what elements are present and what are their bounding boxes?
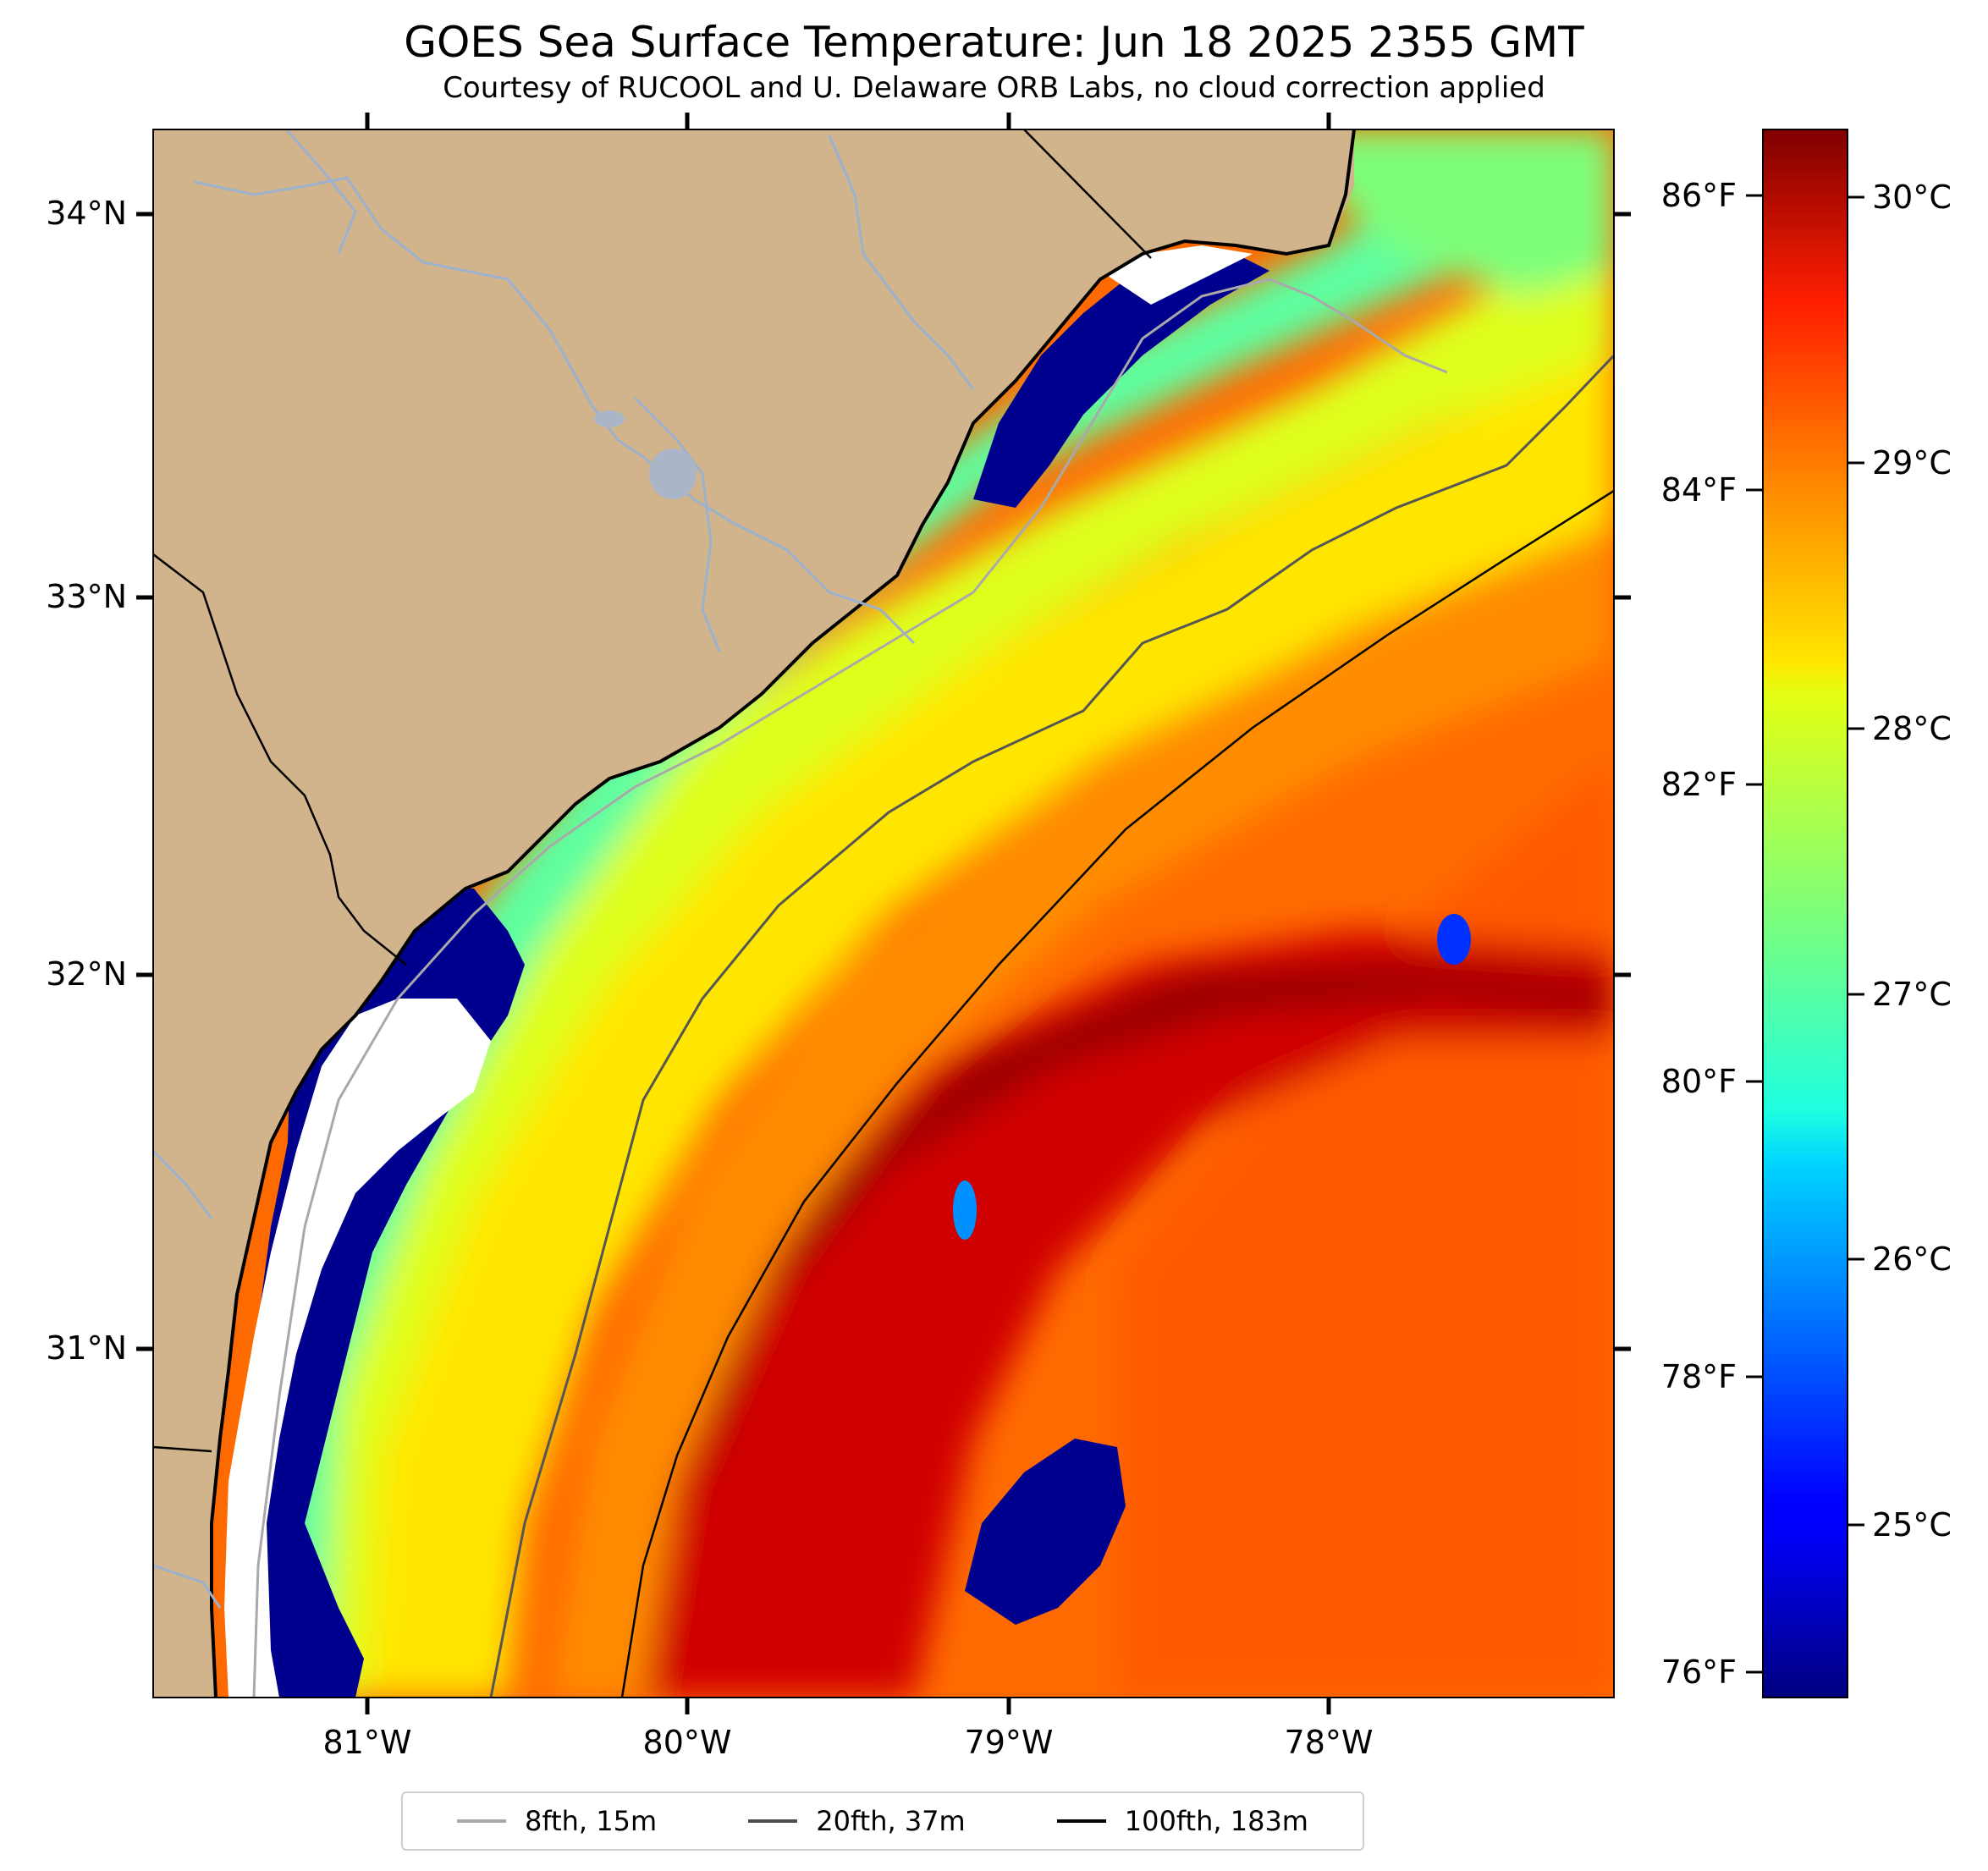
lat-label: 31°N — [46, 1329, 127, 1367]
fahrenheit-label: 84°F — [1661, 471, 1737, 509]
legend-item-100fth: 100fth, 183m — [1056, 1805, 1308, 1837]
coastline — [210, 129, 1356, 1698]
celsius-label: 30°C — [1872, 179, 1952, 216]
no-data-strip — [224, 999, 491, 1698]
lon-label: 79°W — [965, 1724, 1054, 1761]
legend-label: 100fth, 183m — [1124, 1805, 1308, 1837]
fahrenheit-label: 86°F — [1661, 177, 1737, 214]
lon-label: 81°W — [323, 1724, 412, 1761]
state-border — [153, 553, 407, 966]
figure-subtitle: Courtesy of RUCOOL and U. Delaware ORB L… — [443, 71, 1545, 105]
sst-bands — [271, 129, 1614, 1698]
isobath-8fth — [252, 278, 1448, 1698]
lon-ticks — [365, 113, 1331, 1714]
lat-label: 34°N — [46, 195, 127, 232]
state-border — [1023, 129, 1152, 259]
legend-line-8fth — [457, 1819, 507, 1823]
isobath-100fth — [620, 489, 1614, 1698]
celsius-label: 29°C — [1872, 444, 1952, 482]
legend-line-20fth — [748, 1819, 798, 1823]
lat-ticks — [136, 212, 1631, 1351]
legend-label: 8fth, 15m — [525, 1805, 658, 1837]
celsius-label: 28°C — [1872, 710, 1952, 747]
lon-label: 78°W — [1285, 1724, 1374, 1761]
isobath-legend: 8fth, 15m 20fth, 37m 100fth, 183m — [401, 1791, 1364, 1851]
map-panel — [153, 129, 1614, 1698]
legend-label: 20fth, 37m — [816, 1805, 966, 1837]
isobath-20fth — [489, 354, 1614, 1698]
state-border — [153, 1445, 212, 1453]
fahrenheit-label: 76°F — [1661, 1654, 1737, 1691]
rivers — [153, 130, 975, 1609]
celsius-label: 26°C — [1872, 1241, 1952, 1278]
celsius-label: 25°C — [1872, 1506, 1952, 1544]
figure-title: GOES Sea Surface Temperature: Jun 18 202… — [404, 18, 1584, 67]
celsius-label: 27°C — [1872, 976, 1952, 1013]
legend-line-100fth — [1056, 1819, 1106, 1823]
lat-label: 33°N — [46, 578, 127, 615]
lat-label: 32°N — [46, 955, 127, 993]
legend-item-8fth: 8fth, 15m — [457, 1805, 657, 1837]
fahrenheit-label: 82°F — [1661, 766, 1737, 803]
legend-item-20fth: 20fth, 37m — [748, 1805, 966, 1837]
fahrenheit-label: 80°F — [1661, 1063, 1737, 1100]
colorbar-gradient — [1762, 129, 1848, 1698]
map-frame — [152, 129, 1615, 1698]
colorbar: 86°F 84°F 82°F 80°F 78°F 76°F 30°C 29°C … — [1661, 129, 1952, 1698]
land — [153, 129, 1354, 1698]
fahrenheit-label: 78°F — [1661, 1358, 1737, 1395]
lon-label: 80°W — [643, 1724, 732, 1761]
